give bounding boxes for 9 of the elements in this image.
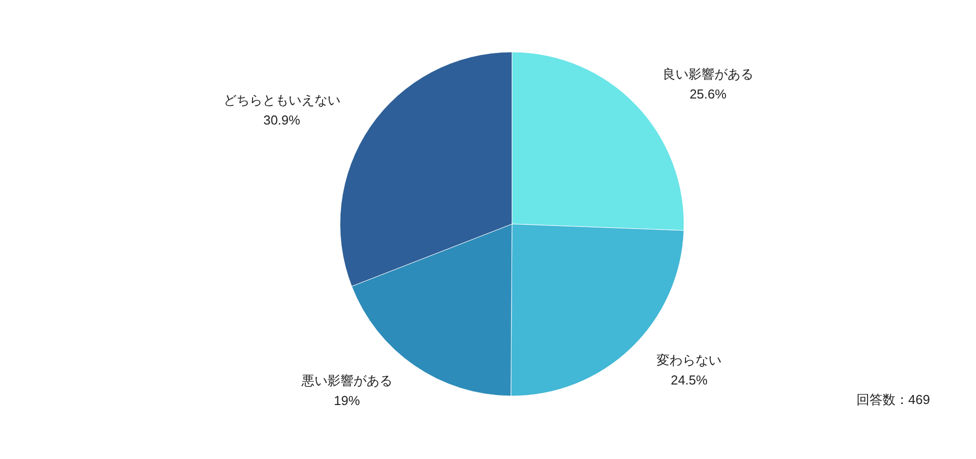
data-label: 30.9% [263,112,301,128]
data-label: 25.6% [690,86,727,102]
data-label: 24.5% [670,372,708,388]
slice-label: 良い影響がある [662,66,754,82]
text: 回答数：469 [856,392,930,407]
slice-label: 変わらない [656,352,722,368]
slice-label: どちらともいえない [223,92,340,108]
slice-label: 悪い影響がある [300,372,392,388]
data-label: 19% [334,392,360,408]
